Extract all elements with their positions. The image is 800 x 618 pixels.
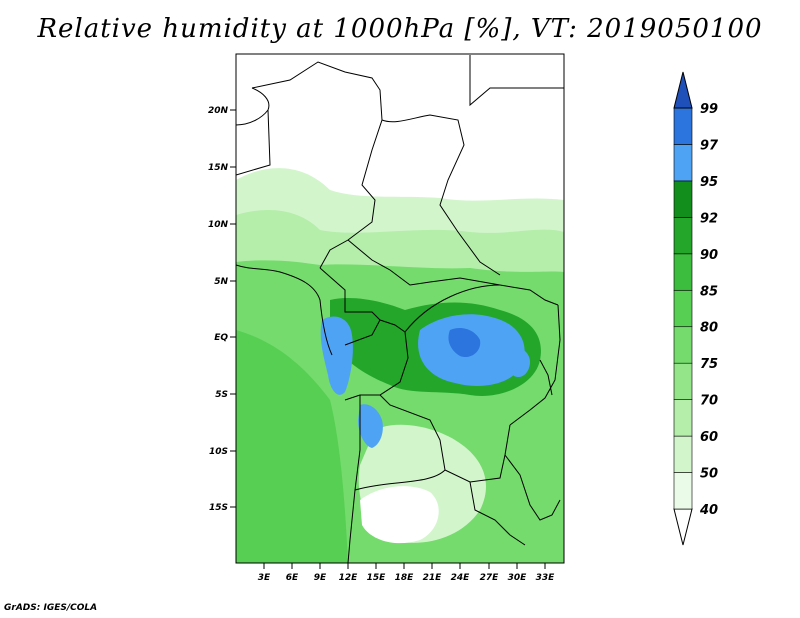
lon-label-9e: 9E: [314, 573, 327, 583]
colorbar-label-95: 95: [700, 175, 718, 190]
credit-text: GrADS: IGES/COLA: [4, 603, 98, 613]
lon-label-12e: 12E: [339, 573, 359, 583]
colorbar: 40 50 60 70 75 80 85 90 92 95 97 99: [673, 71, 719, 546]
colorbar-box-50: [673, 435, 693, 473]
lon-ticks: [263, 563, 546, 569]
colorbar-box-80: [673, 289, 693, 328]
lat-labels: 20N 15N 10N 5N EQ 5S 10S 15S: [208, 106, 229, 513]
lon-labels: 3E 6E 9E 12E 15E 18E 21E 24E 27E 30E 33E: [258, 573, 555, 583]
lat-label-10n: 10N: [208, 220, 229, 230]
colorbar-label-50: 50: [700, 467, 718, 482]
colorbar-box-92: [673, 180, 693, 218]
lat-label-eq: EQ: [214, 333, 228, 343]
colorbar-box-75: [673, 326, 693, 364]
colorbar-box-95: [673, 144, 693, 182]
colorbar-triangle-high: [673, 71, 693, 109]
lat-label-20n: 20N: [208, 106, 229, 116]
lat-label-5s: 5S: [215, 390, 228, 400]
map-frame: [235, 53, 565, 564]
lon-label-6e: 6E: [286, 573, 299, 583]
country-borders: [236, 55, 564, 563]
lon-label-27e: 27E: [480, 573, 500, 583]
humidity-band-97-coast-south: [358, 404, 383, 448]
lon-label-30e: 30E: [508, 573, 528, 583]
lon-label-18e: 18E: [395, 573, 415, 583]
lat-label-15s: 15S: [209, 503, 228, 513]
colorbar-label-40: 40: [699, 503, 718, 518]
lon-label-15e: 15E: [367, 573, 387, 583]
colorbar-box-60: [673, 399, 693, 437]
colorbar-box-85: [673, 253, 693, 291]
southern-white-patch: [360, 486, 439, 544]
colorbar-label-75: 75: [700, 357, 718, 372]
colorbar-box-97: [673, 107, 693, 145]
humidity-band-97-rift: [508, 348, 530, 378]
lat-label-15n: 15N: [208, 163, 229, 173]
colorbar-box-90: [673, 217, 693, 255]
lon-label-21e: 21E: [423, 573, 443, 583]
colorbar-label-99: 99: [700, 102, 718, 117]
colorbar-label-70: 70: [700, 394, 718, 409]
lon-label-24e: 24E: [451, 573, 471, 583]
colorbar-label-60: 60: [700, 430, 718, 445]
colorbar-label-92: 92: [700, 211, 718, 226]
colorbar-label-97: 97: [700, 138, 719, 153]
lat-label-10s: 10S: [209, 447, 228, 457]
colorbar-label-90: 90: [700, 248, 718, 263]
lat-label-5n: 5N: [214, 277, 228, 287]
colorbar-label-80: 80: [700, 321, 718, 336]
lon-label-3e: 3E: [258, 573, 271, 583]
lat-ticks: [230, 109, 236, 508]
colorbar-label-85: 85: [700, 284, 718, 299]
humidity-field: [236, 54, 564, 563]
lon-label-33e: 33E: [536, 573, 556, 583]
ocean-humidity-85: [236, 330, 348, 563]
colorbar-box-70: [673, 362, 693, 400]
colorbar-box-40: [673, 472, 693, 510]
map-title: Relative humidity at 1000hPa [%], VT: 20…: [37, 14, 763, 44]
humidity-band-99: [448, 328, 481, 358]
humidity-band-97-coast: [320, 316, 353, 395]
colorbar-triangle-low: [673, 508, 693, 546]
